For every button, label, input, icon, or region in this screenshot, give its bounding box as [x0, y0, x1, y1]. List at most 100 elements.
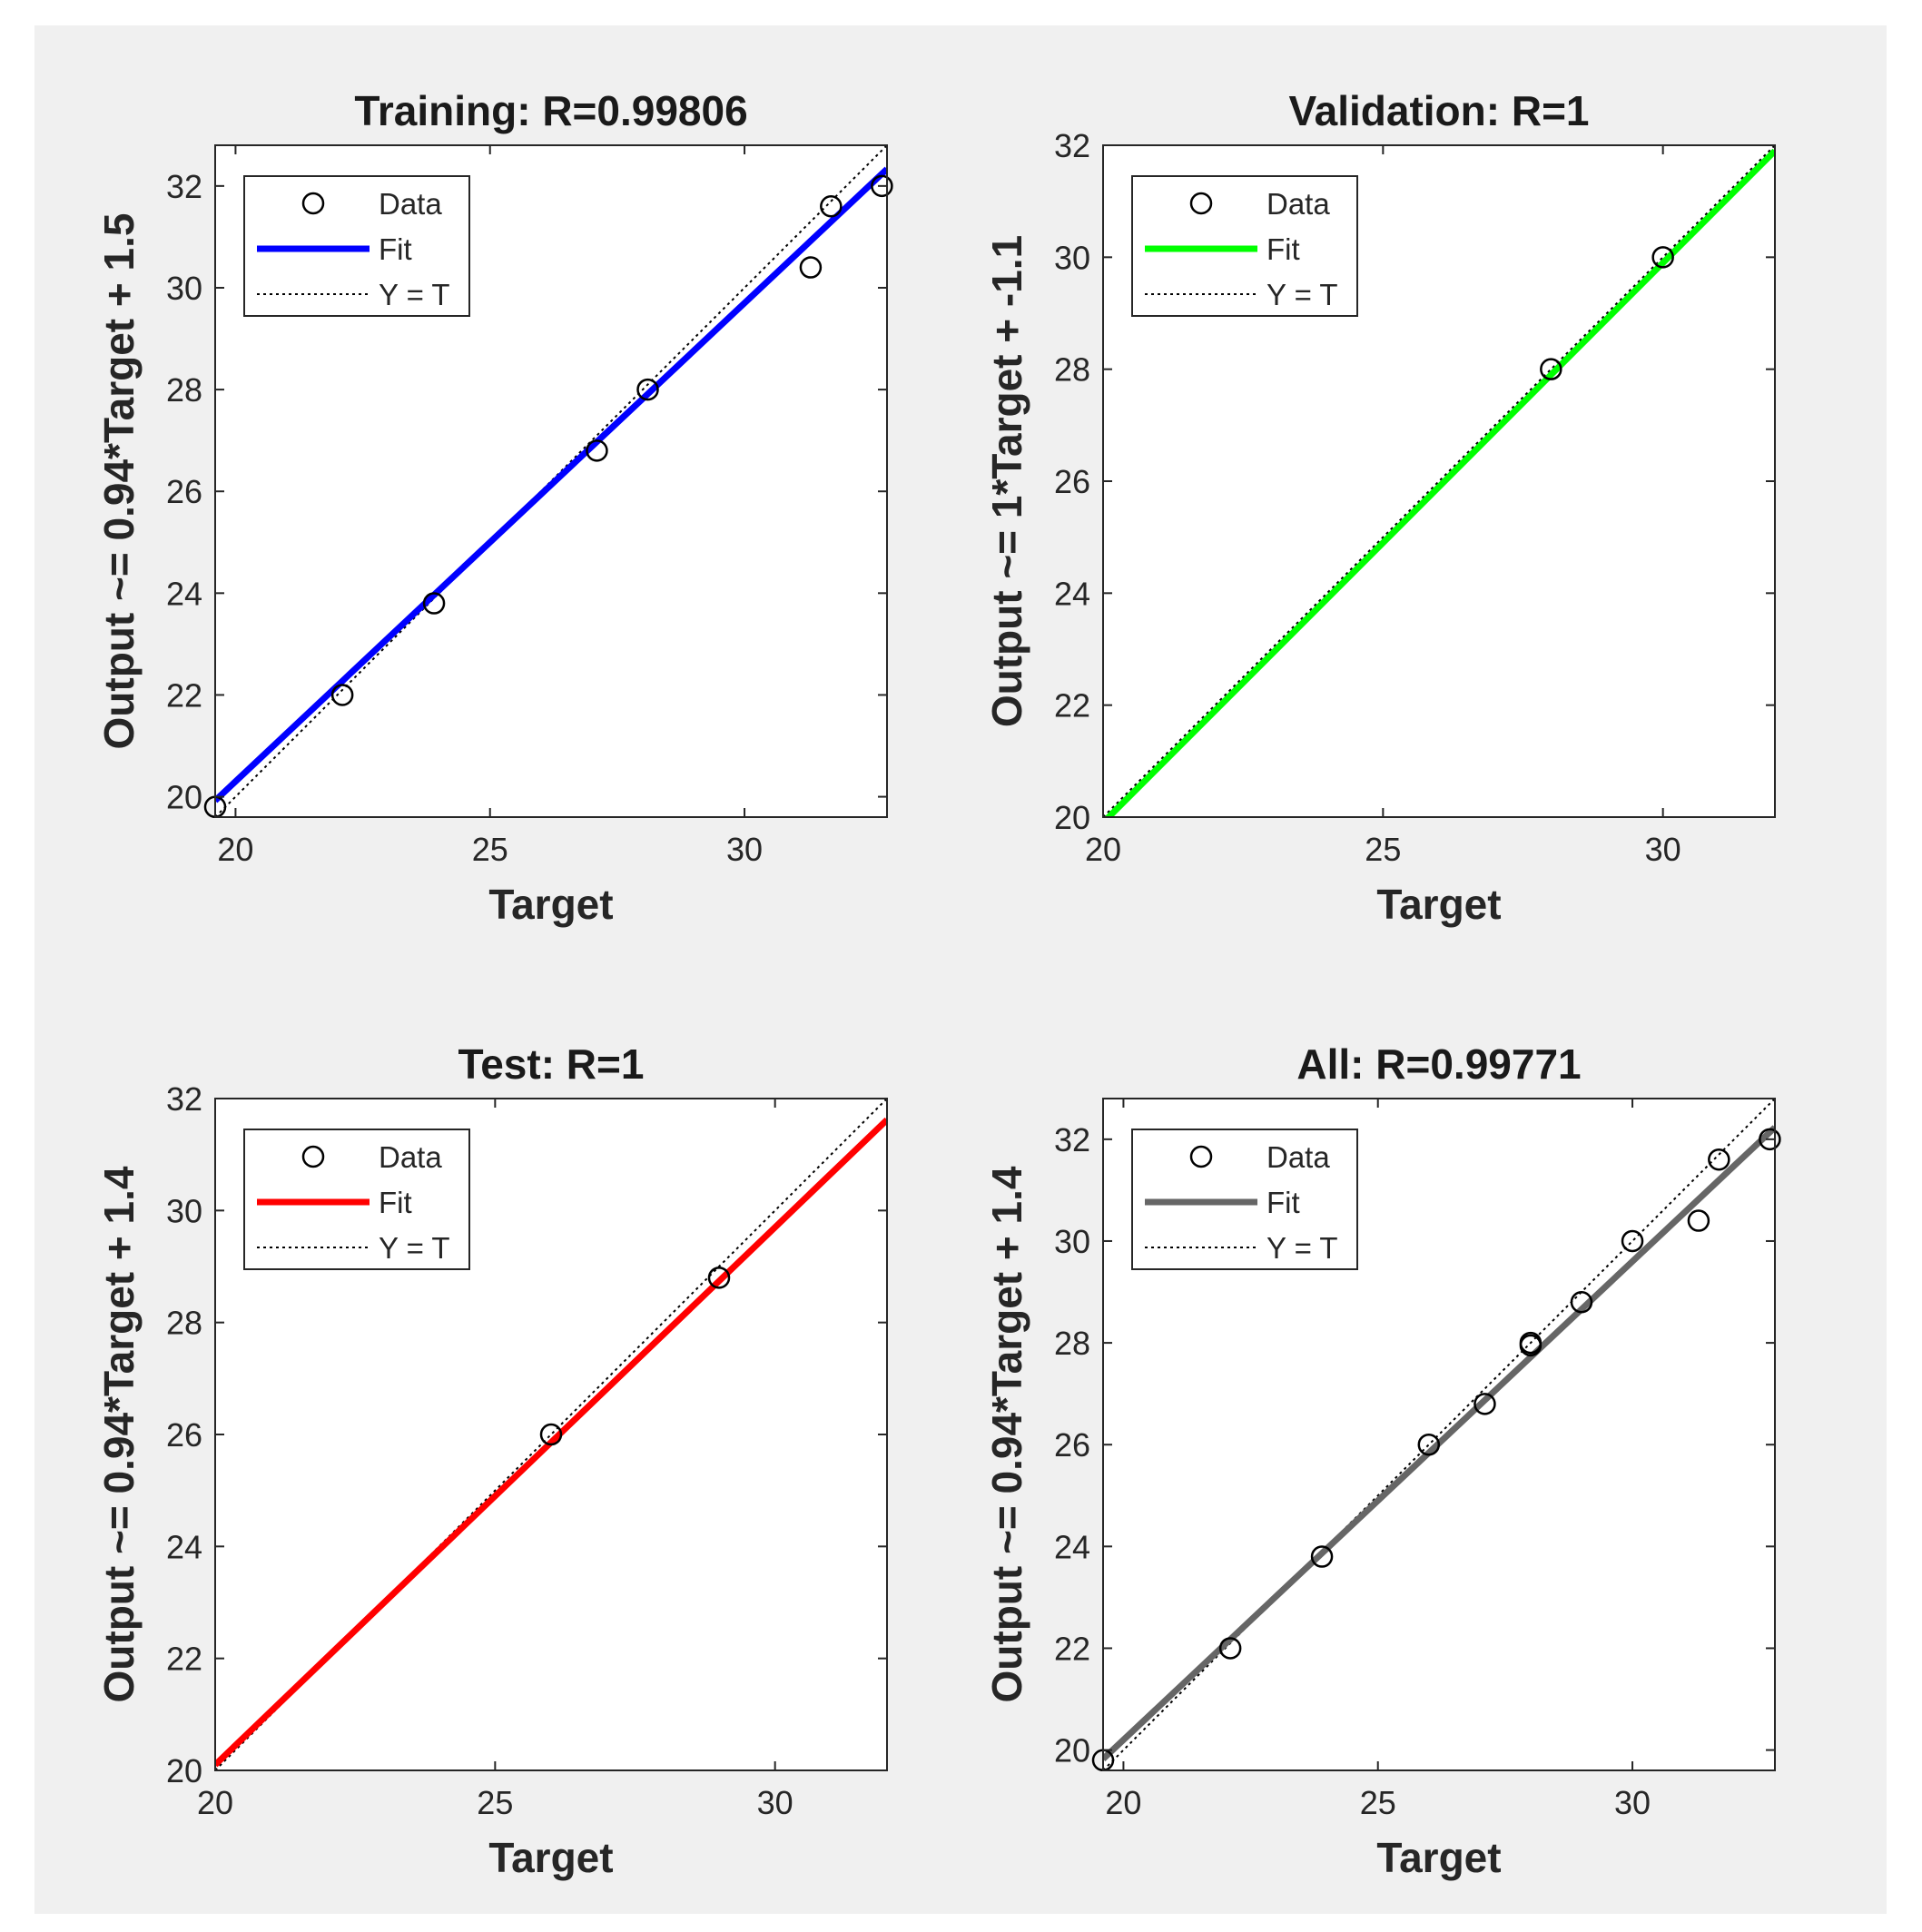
- y-tick-label: 20: [166, 779, 202, 816]
- x-axis-label: Target: [488, 881, 613, 928]
- x-tick-label: 25: [1365, 831, 1401, 868]
- y-tick-label: 32: [166, 1080, 202, 1118]
- legend-label: Fit: [1267, 232, 1300, 266]
- y-tick-label: 22: [166, 1641, 202, 1678]
- y-tick-label: 26: [1054, 1426, 1090, 1464]
- y-tick-label: 32: [1054, 1121, 1090, 1158]
- y-tick-label: 30: [1054, 1223, 1090, 1260]
- x-tick-label: 25: [472, 831, 508, 868]
- y-tick-label: 20: [1054, 799, 1090, 836]
- legend-marker-data: [1189, 1145, 1213, 1168]
- data-point: [586, 439, 608, 462]
- x-tick-label: 20: [1105, 1784, 1141, 1821]
- y-tick-label: 28: [166, 1305, 202, 1342]
- legend-label: Fit: [379, 1186, 412, 1219]
- fit-line: [1104, 148, 1775, 817]
- data-point: [330, 684, 354, 706]
- legend: Data Fit Y = T: [1131, 1129, 1358, 1270]
- fit-line: [215, 166, 887, 803]
- y-tick-label: 24: [1054, 575, 1090, 612]
- y-tick-label: 30: [1054, 239, 1090, 276]
- data-point: [1651, 246, 1674, 269]
- x-tick-label: 30: [726, 831, 763, 868]
- x-tick-label: 25: [477, 1784, 513, 1821]
- y-tick-label: 20: [166, 1752, 202, 1789]
- legend-marker-data: [301, 192, 325, 215]
- y-tick-label: 32: [1054, 127, 1090, 164]
- data-point: [820, 195, 843, 218]
- x-axis-label: Target: [1376, 881, 1501, 928]
- subplot-2: 20 25 30 20 22 24 26 28 30 32 Validation: R=1 Targe…: [983, 87, 1776, 928]
- legend-marker-data: [301, 1145, 325, 1168]
- y-axis-label: Output ~= 0.94*Target + 1.4: [983, 1166, 1030, 1702]
- x-tick-label: 30: [1614, 1784, 1651, 1821]
- data-point: [1621, 1229, 1644, 1253]
- data-point: [1519, 1334, 1543, 1357]
- y-tick-label: 26: [1054, 463, 1090, 500]
- legend-label: Data: [1267, 187, 1330, 221]
- chart-title: All: R=0.99771: [1296, 1040, 1581, 1088]
- data-point: [799, 256, 823, 279]
- subplot-1: 20 25 30 20 22 24 26 28 30 32 Training: R=0.99806 T…: [95, 87, 893, 928]
- y-tick-label: 22: [1054, 687, 1090, 724]
- data-point: [636, 378, 659, 401]
- y-tick-label: 24: [1054, 1528, 1090, 1565]
- data-point: [1708, 1148, 1730, 1171]
- legend-label: Y = T: [1267, 278, 1338, 311]
- y-tick-label: 24: [166, 1528, 202, 1565]
- x-tick-label: 20: [217, 831, 253, 868]
- x-tick-label: 30: [757, 1784, 793, 1821]
- y-tick-label: 28: [1054, 351, 1090, 389]
- legend: Data Fit Y = T: [1131, 175, 1358, 317]
- data-point: [1759, 1128, 1781, 1151]
- data-point: [871, 174, 893, 198]
- y-tick-label: 26: [166, 1416, 202, 1454]
- legend: Data Fit Y = T: [243, 175, 470, 317]
- data-point: [1687, 1209, 1710, 1232]
- chart-title: Validation: R=1: [1288, 87, 1589, 134]
- legend: Data Fit Y = T: [243, 1129, 470, 1270]
- x-axis-label: Target: [1376, 1834, 1501, 1881]
- subplot-4: 20 25 30 20 22 24 26 28 30 32 All: R=0.99771 Target…: [983, 1040, 1781, 1881]
- data-point: [1310, 1545, 1334, 1568]
- y-axis-label: Output ~= 0.94*Target + 1.5: [95, 213, 143, 750]
- fit-line: [215, 1117, 887, 1768]
- legend-label: Y = T: [379, 278, 450, 311]
- y-tick-label: 28: [166, 371, 202, 409]
- y-axis-label: Output ~= 1*Target + -1.1: [983, 235, 1030, 727]
- y-tick-label: 22: [166, 676, 202, 714]
- legend-label: Y = T: [1267, 1231, 1338, 1265]
- chart-title: Training: R=0.99806: [354, 87, 747, 134]
- y-tick-label: 20: [1054, 1732, 1090, 1769]
- y-tick-label: 28: [1054, 1325, 1090, 1362]
- y-tick-label: 32: [166, 168, 202, 205]
- chart-title: Test: R=1: [458, 1040, 645, 1088]
- x-axis-label: Target: [488, 1834, 613, 1881]
- y-tick-label: 30: [166, 270, 202, 307]
- data-point: [539, 1423, 563, 1446]
- axes-frame: [1102, 1098, 1776, 1771]
- data-point: [422, 592, 446, 615]
- data-point: [707, 1267, 731, 1289]
- y-tick-label: 30: [166, 1192, 202, 1229]
- x-tick-label: 25: [1360, 1784, 1396, 1821]
- axes-frame: [214, 144, 888, 818]
- x-tick-label: 30: [1645, 831, 1681, 868]
- legend-label: Y = T: [379, 1231, 450, 1265]
- legend-label: Fit: [379, 232, 412, 266]
- legend-marker-data: [1189, 192, 1213, 215]
- y-tick-label: 24: [166, 575, 202, 612]
- data-point: [1218, 1637, 1242, 1660]
- x-tick-label: 20: [1085, 831, 1121, 868]
- x-tick-label: 20: [197, 1784, 233, 1821]
- data-point: [1570, 1290, 1593, 1314]
- y-tick-label: 22: [1054, 1630, 1090, 1667]
- legend-label: Data: [379, 1140, 442, 1174]
- legend-label: Data: [379, 187, 442, 221]
- y-tick-label: 26: [166, 473, 202, 510]
- subplot-3: 20 25 30 20 22 24 26 28 30 32 Test: R=1 Target Outpu…: [95, 1040, 888, 1881]
- legend-label: Data: [1267, 1140, 1330, 1174]
- data-point: [1417, 1433, 1441, 1456]
- y-axis-label: Output ~= 0.94*Target + 1.4: [95, 1166, 143, 1702]
